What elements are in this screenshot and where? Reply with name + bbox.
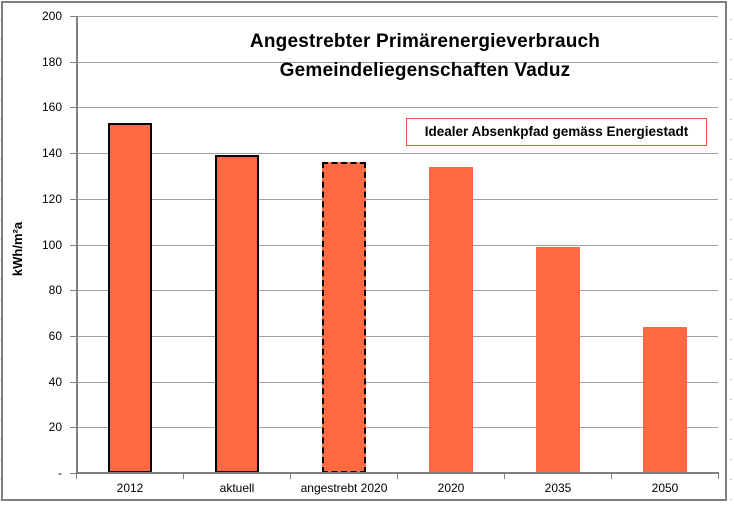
y-axis-title: kWh/m²a [10,221,25,277]
y-axis-tick-label-100: 100 [41,238,62,252]
y-axis-tick-160 [70,107,76,108]
y-axis-line [76,16,78,474]
worksheet-gridline-stubs-right [729,0,732,510]
gridline-180 [76,62,718,63]
x-axis-tick-3 [397,474,398,479]
y-axis-tick-60 [70,336,76,337]
y-axis-tick-label-180: 180 [41,55,62,69]
bar-angestrebt 2020 [322,162,366,473]
x-axis-tick-4 [504,474,505,479]
x-axis-line [76,472,719,474]
x-axis-tick-1 [183,474,184,479]
x-axis-tick-2 [290,474,291,479]
x-axis-tick-6 [718,474,719,479]
gridline-40 [76,382,718,383]
gridline-120 [76,199,718,200]
bar-2050 [643,327,687,473]
y-axis-tick-label-60: 60 [48,329,62,343]
y-axis-tick-label-40: 40 [48,375,62,389]
y-axis-tick-label-0: - [58,466,62,480]
y-axis-tick-200 [70,16,76,17]
bar-2012 [108,123,152,473]
gridline-200 [76,16,718,17]
x-axis-tick-5 [611,474,612,479]
chart-title-line1: Angestrebter Primärenergieverbrauch [249,31,601,52]
y-axis-tick-label-120: 120 [41,192,62,206]
x-axis-label-aktuell: aktuell [219,481,255,495]
gridline-60 [76,336,718,337]
bar-2020 [429,167,473,473]
y-axis-tick-0 [70,473,76,474]
chart-title-line2: Gemeindeliegenschaften Vaduz [279,60,571,81]
bar-2035 [536,247,580,473]
chart-title: Angestrebter Primärenergieverbrauch Geme… [125,27,725,85]
y-axis-tick-20 [70,427,76,428]
gridline-20 [76,427,718,428]
bar-aktuell [215,155,259,473]
gridline-160 [76,107,718,108]
x-axis-label-angestrebt-2020: angestrebt 2020 [300,481,388,495]
gridline-100 [76,245,718,246]
y-axis-tick-80 [70,290,76,291]
y-axis-tick-40 [70,382,76,383]
y-axis-tick-label-160: 160 [41,100,62,114]
x-axis-label-2020: 2020 [437,481,465,495]
x-axis-label-2050: 2050 [651,481,679,495]
y-axis-tick-label-20: 20 [48,420,62,434]
x-axis-label-2035: 2035 [544,481,572,495]
x-axis-tick-0 [76,474,77,479]
y-axis-tick-120 [70,199,76,200]
y-axis-tick-140 [70,153,76,154]
gridline-140 [76,153,718,154]
gridline-80 [76,290,718,291]
y-axis-tick-180 [70,62,76,63]
y-axis-tick-label-200: 200 [41,9,62,23]
annotation-text: Idealer Absenkpfad gemäss Energiestadt [424,124,689,139]
y-axis-tick-label-80: 80 [48,283,62,297]
y-axis-tick-100 [70,245,76,246]
y-axis-tick-label-140: 140 [41,146,62,160]
x-axis-label-2012: 2012 [116,481,144,495]
annotation-textbox: Idealer Absenkpfad gemäss Energiestadt [406,118,707,146]
